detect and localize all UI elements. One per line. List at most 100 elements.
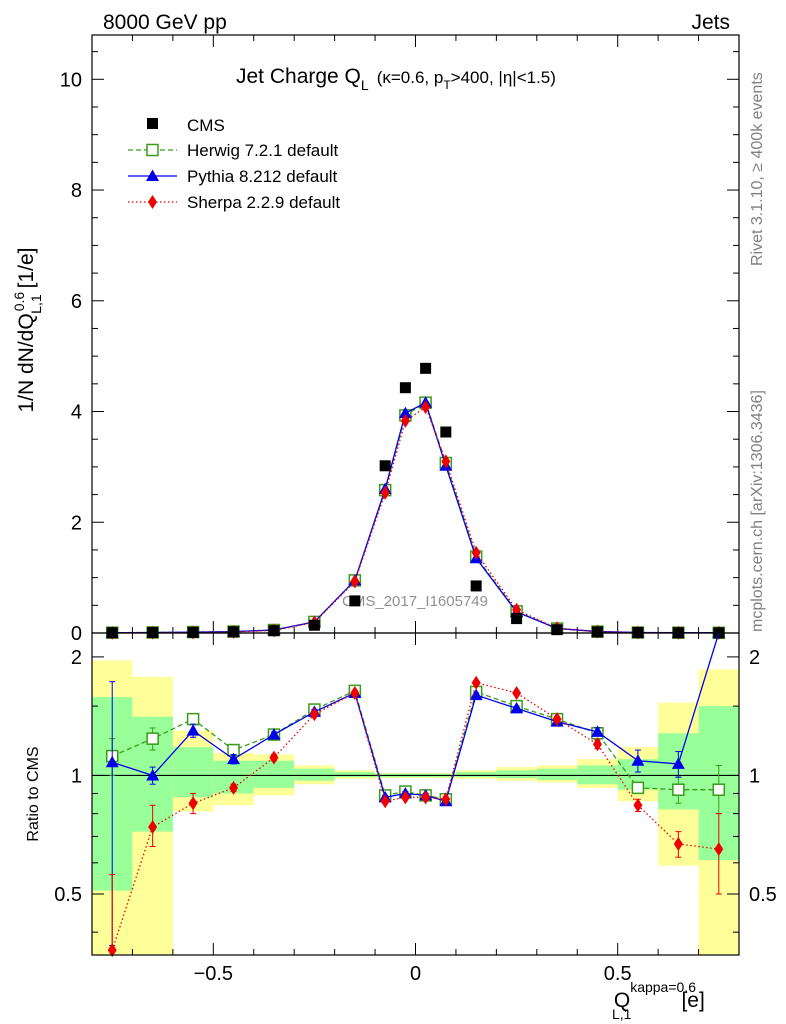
ratio-point-sherpa — [421, 790, 431, 805]
xlabel-main: Q — [614, 989, 630, 1012]
ratio-ytick-label-right: 2 — [749, 647, 760, 669]
ratio-point-pythia — [590, 725, 604, 737]
ratio-y-tick-labels: 0.5 0.5 1 1 2 2 — [54, 647, 777, 906]
ratio-band-inner — [172, 747, 214, 798]
main-point-cms — [228, 626, 240, 638]
main-point-cms — [420, 362, 432, 374]
ratio-band-inner — [496, 770, 537, 779]
legend-marker-sherpa — [148, 195, 157, 209]
ratio-point-pythia — [631, 754, 645, 766]
ratio-band-inner — [294, 768, 335, 781]
main-ytick-label: 8 — [71, 180, 82, 202]
ratio-ytick-label: 1 — [71, 765, 82, 787]
ratio-band-inner — [334, 772, 376, 778]
legend-label-pythia: Pythia 8.212 default — [187, 167, 338, 186]
title-cond-a: (κ=0.6, p — [377, 68, 444, 87]
main-point-sherpa — [380, 485, 390, 500]
ratio-point-pythia — [186, 724, 200, 736]
x-tick-label: 0 — [410, 963, 421, 985]
ratio-point-pythia — [510, 701, 524, 714]
main-point-cms — [440, 426, 452, 438]
ratio-point-sherpa — [350, 685, 360, 700]
header-energy: 8000 GeV pp — [103, 11, 227, 34]
main-point-pythia — [398, 406, 412, 419]
main-point-cms — [308, 619, 320, 631]
main-ytick-label: 6 — [71, 291, 82, 313]
main-point-sherpa — [400, 413, 410, 428]
main-point-cms — [470, 580, 482, 592]
ratio-point-sherpa — [400, 790, 410, 805]
ratio-point-pythia — [146, 768, 160, 781]
ratio-point-pythia — [671, 757, 685, 769]
legend-label-sherpa: Sherpa 2.2.9 default — [187, 193, 340, 212]
title-main: Jet Charge Q — [236, 65, 361, 88]
main-ytick-label: 10 — [60, 69, 82, 91]
ratio-point-pythia — [227, 752, 241, 765]
ratio-line-herwig — [111, 689, 719, 801]
analysis-watermark: CMS_2017_I1605749 — [342, 593, 488, 610]
title-cond-sub: T — [443, 78, 451, 92]
main-ytick-label: 4 — [71, 402, 82, 424]
x-tick-label: 0.5 — [604, 963, 632, 985]
main-point-cms — [379, 460, 391, 472]
main-point-cms — [399, 382, 411, 394]
main-axis-ticks — [91, 35, 740, 634]
ratio-point-sherpa — [552, 712, 562, 727]
legend-marker-pythia — [146, 169, 159, 181]
ratio-point-sherpa — [512, 685, 522, 700]
main-ytick-label: 0 — [71, 623, 82, 645]
main-point-cms — [187, 626, 199, 638]
legend-label-herwig: Herwig 7.2.1 default — [187, 141, 338, 160]
ratio-point-sherpa — [148, 819, 158, 834]
xlabel-sup: kappa=0.6 — [630, 979, 696, 995]
title-cond-b: >400, |η|<1.5) — [451, 68, 556, 87]
legend-marker-herwig — [146, 143, 159, 157]
main-ytick-label: 2 — [71, 512, 82, 534]
main-series-group — [105, 362, 726, 640]
main-plot-panel: 0 2 4 6 8 10 CMS_2017_I1605749 — [60, 34, 740, 645]
ratio-point-sherpa — [380, 794, 390, 809]
ratio-plot-panel: 0.5 0.5 1 1 2 2 — [54, 632, 777, 958]
main-point-cms — [551, 624, 563, 636]
ratio-y-axis-label: Ratio to CMS — [25, 746, 42, 841]
x-axis-label: Qkappa=0.6 L,1 [e] — [612, 979, 705, 1022]
side-mcplots-label: mcplots.cern.ch [arXiv:1306.3436] — [749, 390, 766, 632]
xlabel-sub: L,1 — [612, 1006, 632, 1022]
ratio-ytick-label: 2 — [71, 647, 82, 669]
ratio-point-herwig — [146, 732, 159, 745]
ratio-point-sherpa — [269, 750, 279, 765]
ratio-series-group — [105, 632, 726, 958]
legend: CMS Herwig 7.2.1 default Pythia 8.212 de… — [128, 116, 340, 212]
ylabel-main-sup: 0.6 — [11, 292, 27, 312]
svg-text:Jet Charge QL(κ=0.6, pT>400, |: Jet Charge QL (κ=0.6, pT>400, |η|<1.5) — [236, 65, 556, 93]
ylabel-main-unit: [1/e] — [15, 247, 38, 288]
main-line-sherpa — [112, 406, 719, 634]
legend-marker-cms — [147, 118, 158, 129]
ratio-point-pythia — [469, 688, 483, 701]
main-y-tick-labels: 0 2 4 6 8 10 — [60, 69, 82, 645]
main-point-sherpa — [350, 574, 360, 589]
ylabel-main-sub: L,1 — [28, 294, 44, 314]
main-point-sherpa — [441, 454, 451, 469]
ratio-line-pythia — [112, 632, 720, 803]
main-point-cms — [511, 613, 523, 625]
ratio-plot-frame — [91, 632, 740, 956]
main-y-axis-label: 1/N dN/dQ0.6L,1 [1/e] — [11, 247, 44, 412]
ratio-point-sherpa — [441, 792, 451, 807]
ratio-band-inner — [536, 768, 578, 780]
ratio-band-inner — [455, 772, 497, 778]
ratio-ytick-label: 0.5 — [54, 884, 82, 906]
x-tick-labels: −0.5 0 0.5 — [194, 963, 632, 985]
ratio-point-sherpa — [107, 943, 117, 958]
ratio-band-inner — [253, 760, 295, 788]
ratio-point-sherpa — [229, 780, 239, 795]
ratio-point-sherpa — [471, 675, 481, 690]
title-main-sub: L — [361, 77, 369, 93]
ratio-point-pythia — [105, 755, 119, 768]
ratio-point-pythia — [267, 728, 281, 740]
x-tick-label: −0.5 — [194, 963, 233, 985]
legend-label-cms: CMS — [187, 116, 225, 135]
ratio-point-sherpa — [309, 707, 319, 722]
ratio-point-sherpa — [673, 836, 683, 851]
